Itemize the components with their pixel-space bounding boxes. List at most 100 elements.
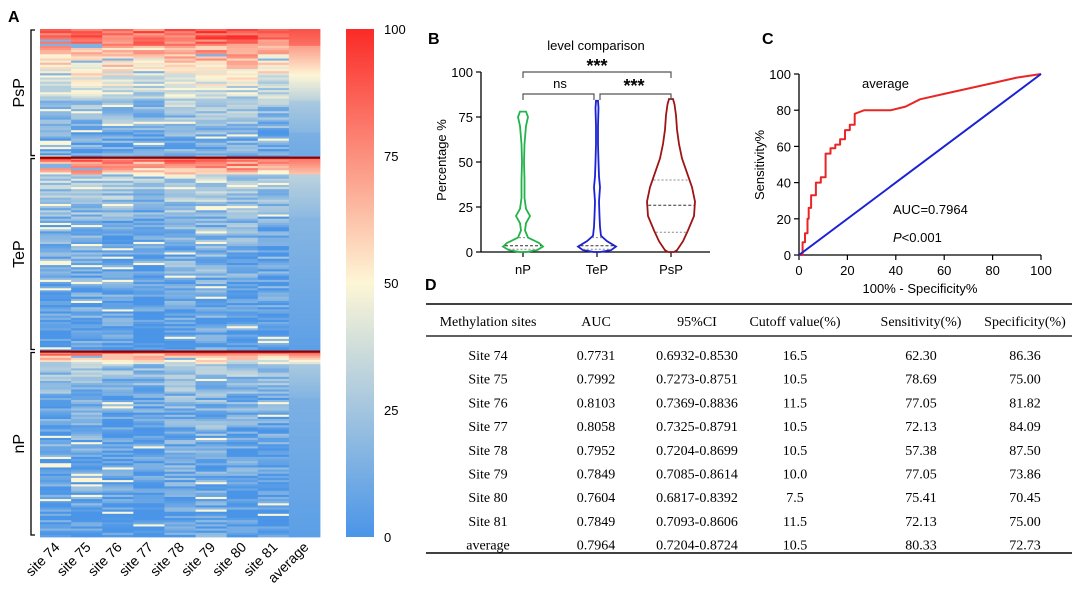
heatmap-cell bbox=[288, 153, 321, 156]
heatmap-cell bbox=[71, 452, 103, 456]
heatmap-cell bbox=[40, 440, 72, 443]
heatmap-cell bbox=[40, 370, 72, 373]
heatmap-cell bbox=[257, 115, 290, 118]
heatmap-cell bbox=[133, 123, 165, 127]
heatmap-cell bbox=[257, 161, 290, 165]
heatmap-cell bbox=[133, 256, 165, 260]
heatmap-cell bbox=[40, 125, 72, 129]
heatmap-cell bbox=[288, 267, 321, 270]
heatmap-cell bbox=[226, 138, 259, 142]
table-cell: 0.8103 bbox=[577, 396, 616, 411]
heatmap-cell bbox=[40, 469, 72, 473]
heatmap-cell bbox=[133, 385, 165, 388]
heatmap-cell bbox=[226, 368, 259, 371]
heatmap-cell bbox=[257, 429, 290, 433]
heatmap-cell bbox=[164, 440, 196, 443]
heatmap-cell bbox=[164, 391, 196, 395]
heatmap-cell bbox=[226, 115, 259, 118]
heatmap-cell bbox=[133, 351, 165, 355]
heatmap-cell bbox=[288, 281, 321, 285]
heatmap-cell bbox=[257, 273, 290, 277]
heatmap-cell bbox=[195, 218, 228, 222]
heatmap-cell bbox=[226, 290, 259, 293]
heatmap-cell bbox=[71, 277, 103, 281]
heatmap-cell bbox=[164, 528, 196, 532]
heatmap-cell bbox=[195, 29, 228, 32]
heatmap-cell bbox=[40, 322, 72, 325]
heatmap-cell bbox=[102, 387, 134, 390]
heatmap-cell bbox=[71, 106, 103, 110]
heatmap-cell bbox=[226, 125, 259, 129]
heatmap-cell bbox=[257, 250, 290, 253]
heatmap-cell bbox=[102, 153, 134, 156]
heatmap-cell bbox=[40, 319, 72, 323]
heatmap-cell bbox=[164, 437, 196, 441]
heatmap-cell bbox=[40, 77, 72, 80]
heatmap-cell bbox=[164, 269, 196, 272]
heatmap-cell bbox=[288, 258, 321, 262]
table-cell: 0.7085-0.8614 bbox=[656, 468, 738, 483]
heatmap-cell bbox=[102, 416, 134, 420]
heatmap-cell bbox=[288, 260, 321, 264]
heatmap-cell bbox=[71, 187, 103, 190]
heatmap-cell bbox=[133, 332, 165, 336]
heatmap-cell bbox=[195, 374, 228, 378]
heatmap-cell bbox=[164, 125, 196, 129]
heatmap-cell bbox=[164, 277, 196, 281]
heatmap-cell bbox=[257, 303, 290, 306]
heatmap-cell bbox=[195, 206, 228, 209]
heatmap-cell bbox=[195, 496, 228, 500]
heatmap-cell bbox=[195, 399, 228, 403]
heatmap-cell bbox=[133, 106, 165, 110]
heatmap-cell bbox=[133, 425, 165, 428]
heatmap-cell bbox=[257, 267, 290, 270]
heatmap-cell bbox=[195, 431, 228, 435]
heatmap-cell bbox=[257, 64, 290, 68]
heatmap-cell bbox=[288, 231, 321, 234]
heatmap-cell bbox=[133, 423, 165, 426]
heatmap-cell bbox=[133, 130, 165, 133]
heatmap-cell bbox=[164, 492, 196, 496]
heatmap-cell bbox=[195, 442, 228, 445]
heatmap-cell bbox=[226, 104, 259, 108]
heatmap-cell bbox=[226, 408, 259, 411]
heatmap-cell bbox=[195, 389, 228, 392]
heatmap-cell bbox=[288, 319, 321, 323]
heatmap-cell bbox=[195, 90, 228, 93]
heatmap-cell bbox=[226, 267, 259, 270]
heatmap-cell bbox=[288, 187, 321, 190]
heatmap-cell bbox=[133, 119, 165, 123]
heatmap-cell bbox=[133, 345, 165, 348]
heatmap-cell bbox=[102, 520, 134, 523]
heatmap-cell bbox=[226, 418, 259, 422]
heatmap-cell bbox=[133, 322, 165, 325]
table-cell: 72.13 bbox=[905, 515, 937, 530]
heatmap-cell bbox=[164, 197, 196, 201]
heatmap-cell bbox=[257, 347, 290, 350]
heatmap-cell bbox=[257, 315, 290, 319]
heatmap-cell bbox=[40, 518, 72, 521]
heatmap-cell bbox=[133, 94, 165, 97]
heatmap-cell bbox=[40, 119, 72, 123]
heatmap-cell bbox=[288, 252, 321, 255]
heatmap-cell bbox=[164, 98, 196, 102]
heatmap-cell bbox=[102, 351, 134, 355]
heatmap-cell bbox=[288, 518, 321, 521]
heatmap-cell bbox=[40, 54, 72, 57]
heatmap-cell bbox=[40, 490, 72, 494]
heatmap-cell bbox=[195, 47, 228, 51]
heatmap-cell bbox=[195, 511, 228, 515]
heatmap-cell bbox=[71, 37, 103, 40]
heatmap-cell bbox=[40, 412, 72, 416]
heatmap-cell bbox=[195, 212, 228, 215]
heatmap-cell bbox=[226, 75, 259, 78]
heatmap-cell bbox=[195, 197, 228, 201]
heatmap-cell bbox=[257, 381, 290, 384]
heatmap-cell bbox=[133, 195, 165, 199]
heatmap-cell bbox=[40, 197, 72, 201]
heatmap-cell bbox=[288, 29, 321, 32]
heatmap-cell bbox=[71, 313, 103, 317]
heatmap-cell bbox=[164, 370, 196, 373]
heatmap-cell bbox=[133, 71, 165, 74]
heatmap-cell bbox=[71, 300, 103, 304]
